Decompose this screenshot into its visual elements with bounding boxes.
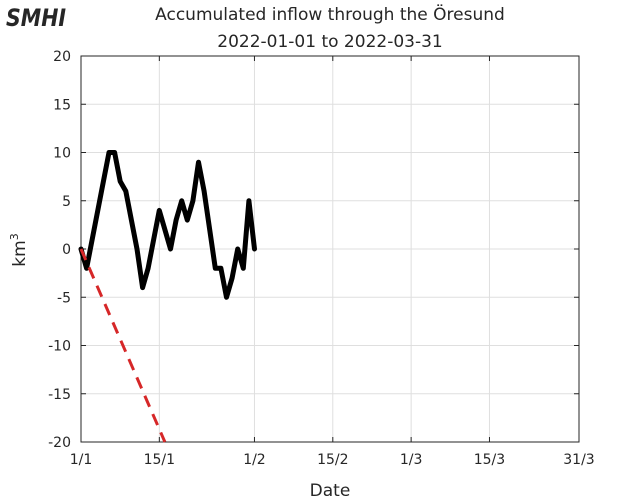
- y-tick-label: -10: [48, 339, 71, 355]
- chart-title-line-1: Accumulated inflow through the Öresund: [155, 3, 505, 25]
- axis-ticks: -20 -15 -10 -5 0 5 10 15 20 1/1 15/1 1/2 15/2 1/3 15/3…: [48, 49, 595, 468]
- y-axis-label-unit: km: [10, 240, 30, 266]
- chart-title-line-2: 2022-01-01 to 2022-03-31: [217, 32, 442, 52]
- y-tick-label: 15: [53, 97, 71, 113]
- series-line-dashed: [79, 248, 167, 443]
- x-tick-label: 15/1: [144, 452, 175, 468]
- y-tick-label: -15: [48, 387, 71, 403]
- y-tick-label: 20: [53, 49, 71, 65]
- y-tick-label: 10: [53, 146, 71, 162]
- y-tick-label: -20: [48, 435, 71, 451]
- y-tick-label: -5: [57, 290, 71, 306]
- x-tick-label: 15/2: [317, 452, 348, 468]
- x-tick-label: 1/3: [400, 452, 423, 468]
- smhi-logo: SMHI: [6, 4, 66, 32]
- y-axis-label: km3: [8, 233, 30, 266]
- y-tick-label: 0: [62, 242, 71, 258]
- x-tick-label: 1/1: [70, 452, 93, 468]
- x-tick-label: 31/3: [563, 452, 594, 468]
- grid: [80, 55, 580, 443]
- x-tick-label: 15/3: [474, 452, 505, 468]
- y-axis-label-exponent: 3: [8, 233, 21, 240]
- y-tick-label: 5: [62, 194, 71, 210]
- x-axis-label: Date: [310, 481, 351, 501]
- x-tick-label: 1/2: [243, 452, 266, 468]
- series-line-solid: [78, 150, 257, 300]
- series-layer: [78, 150, 257, 443]
